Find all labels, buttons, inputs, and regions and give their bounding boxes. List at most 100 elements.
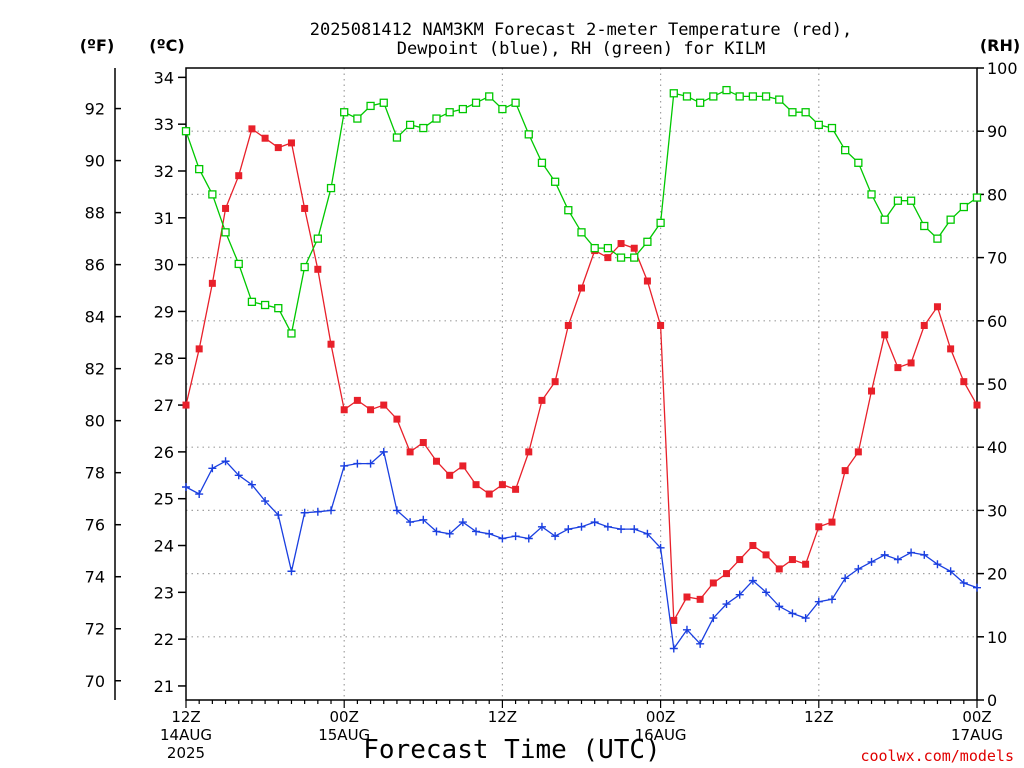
- temperature-point: [670, 616, 678, 624]
- rh-tick-label: 30: [987, 501, 1007, 520]
- temperature-point: [802, 560, 810, 568]
- temperature-point: [960, 378, 968, 386]
- temperature-point: [564, 321, 572, 329]
- temperature-point: [920, 321, 928, 329]
- temperature-point: [973, 401, 981, 409]
- temperature-point: [868, 387, 876, 395]
- rh-point: [616, 253, 626, 262]
- rh-tick-label: 20: [987, 565, 1007, 584]
- rh-point: [208, 190, 217, 199]
- rh-point: [643, 237, 652, 246]
- temperature-point: [762, 551, 770, 559]
- rh-point: [946, 215, 955, 224]
- dewpoint-point: [498, 534, 507, 543]
- fahrenheit-axis: 70 72 74 76 78 80 82 84 86 88 90 92: [85, 100, 121, 691]
- dewpoint-point: [946, 567, 955, 576]
- dewpoint-point: [511, 532, 520, 541]
- rh-point: [458, 104, 468, 114]
- dewpoint-point: [445, 529, 454, 538]
- temperature-point: [222, 204, 230, 212]
- fahrenheit-unit-label: (ºF): [80, 36, 115, 55]
- celsius-tick-label: 21: [154, 677, 174, 696]
- temperature-point: [406, 448, 414, 456]
- dewpoint-point: [182, 482, 190, 491]
- rh-point: [274, 304, 283, 313]
- dewpoint-point: [485, 529, 494, 538]
- dewpoint-point: [313, 507, 322, 516]
- rh-point: [379, 98, 388, 107]
- rh-point: [748, 92, 758, 101]
- rh-point: [577, 228, 586, 237]
- rh-tick-label: 60: [987, 312, 1007, 331]
- dewpoint-point: [735, 590, 744, 599]
- dewpoint-point: [788, 609, 797, 618]
- temperature-point: [419, 439, 427, 447]
- temperature-point: [248, 125, 256, 133]
- celsius-tick-label: 33: [154, 115, 174, 134]
- dewpoint-point: [762, 588, 771, 597]
- dewpoint-point: [656, 543, 665, 552]
- rh-point: [392, 133, 402, 142]
- time-tick-label: 12Z: [171, 708, 200, 726]
- temperature-point: [208, 279, 216, 287]
- temperature-point: [947, 345, 955, 353]
- temperature-point: [485, 490, 493, 498]
- rh-point: [775, 95, 784, 104]
- temperature-point: [432, 457, 440, 465]
- dewpoint-point: [379, 447, 388, 456]
- rh-point: [603, 243, 613, 253]
- dewpoint-point: [353, 459, 362, 468]
- source-credit: coolwx.com/models: [860, 747, 1014, 765]
- celsius-tick-label: 34: [154, 68, 174, 87]
- dewpoint-point: [867, 557, 876, 566]
- dewpoint-point: [827, 595, 836, 604]
- dewpoint-point: [907, 548, 916, 557]
- dewpoint-point: [392, 506, 401, 515]
- rh-point: [630, 253, 639, 262]
- dewpoint-point: [801, 614, 810, 623]
- chart-title-line-2: Dewpoint (blue), RH (green) for KILM: [397, 39, 765, 59]
- temperature-point: [828, 518, 836, 526]
- celsius-tick-label: 28: [154, 349, 174, 368]
- time-tick-label: 16AUG: [635, 726, 687, 744]
- fahrenheit-tick-label: 70: [85, 672, 105, 691]
- dewpoint-point: [300, 508, 309, 517]
- rh-tick-label: 70: [987, 249, 1007, 268]
- rh-point: [788, 108, 797, 117]
- rh-point: [841, 146, 850, 155]
- temperature-point: [340, 406, 348, 414]
- dewpoint-point: [524, 534, 533, 543]
- dewpoint-point: [221, 457, 230, 466]
- dewpoint-point: [366, 459, 375, 468]
- fahrenheit-tick-label: 78: [85, 464, 105, 483]
- time-tick-label: 15AUG: [318, 726, 370, 744]
- dewpoint-point: [287, 567, 296, 576]
- celsius-tick-label: 22: [154, 630, 174, 649]
- time-tick-label: 12Z: [804, 708, 833, 726]
- temperature-point: [327, 340, 335, 348]
- temperature-point: [367, 406, 375, 414]
- rh-point: [550, 177, 560, 186]
- rh-point: [880, 215, 889, 224]
- dewpoint-line: [185, 450, 978, 651]
- temperature-point: [512, 485, 520, 493]
- temperature-point: [380, 401, 388, 409]
- temperature-point: [709, 579, 717, 587]
- rh-point: [959, 202, 968, 212]
- rh-point: [867, 190, 876, 199]
- temperature-point: [696, 595, 704, 603]
- celsius-tick-label: 30: [154, 256, 174, 275]
- fahrenheit-tick-label: 74: [85, 568, 105, 587]
- temperature-point: [551, 378, 559, 386]
- rh-point: [432, 114, 441, 123]
- dewpoint-point: [234, 471, 243, 480]
- rh-point: [709, 92, 718, 101]
- rh-point: [485, 92, 494, 101]
- dewpoint-point: [669, 644, 678, 653]
- dewpoint-point: [472, 527, 481, 536]
- celsius-tick-label: 27: [154, 396, 174, 415]
- dewpoint-point: [682, 625, 691, 634]
- rh-point: [906, 196, 916, 205]
- dewpoint-point: [893, 555, 902, 564]
- rh-point: [195, 164, 204, 174]
